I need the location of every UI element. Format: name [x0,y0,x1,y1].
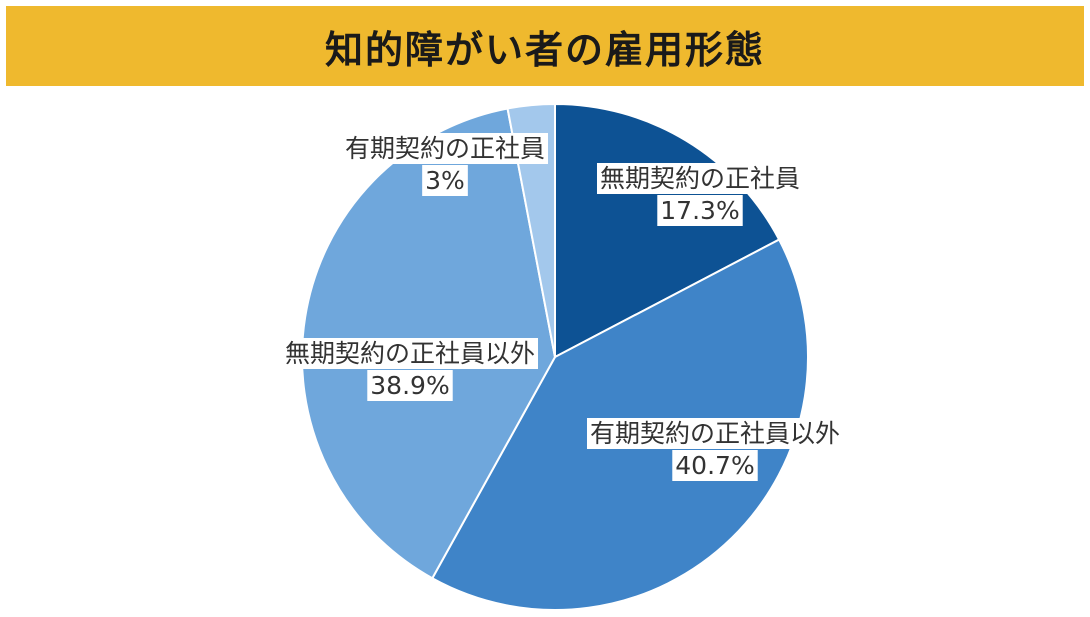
slice-label: 有期契約の正社員以外 [590,419,840,448]
label-background [657,195,743,226]
slice-value-label: 40.7% [675,451,754,480]
pie-labels: 無期契約の正社員 17.3% 有期契約の正社員以外 40.7% 無期契約の正社員以外 38… [281,133,844,481]
pie-slice [506,102,556,358]
title-bar: 知的障がい者の雇用形態 [6,6,1084,86]
label-background [281,338,539,369]
chart-title: 知的障がい者の雇用形態 [324,27,765,72]
label-background [422,165,468,196]
label-background [341,133,549,164]
label-background [367,370,453,401]
label-background [672,450,758,481]
pie-slices [301,102,809,611]
slice-value-label: 3% [425,166,465,195]
slice-label: 無期契約の正社員 [600,164,800,193]
slice-value-label: 38.9% [370,371,449,400]
slice-value-label: 17.3% [660,196,739,225]
label-background [596,163,804,194]
slice-label: 有期契約の正社員 [345,134,545,163]
label-background [586,418,844,449]
slice-label: 無期契約の正社員以外 [285,339,535,368]
